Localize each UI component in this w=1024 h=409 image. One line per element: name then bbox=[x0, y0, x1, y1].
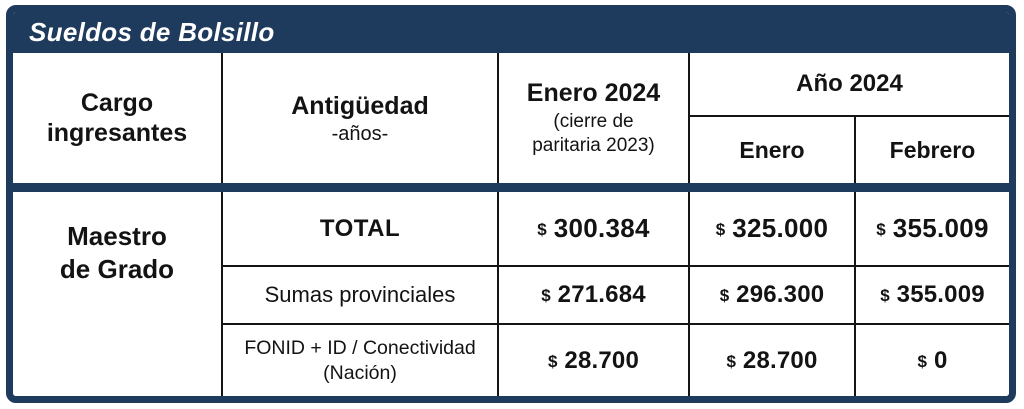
header-cargo-ingresantes: Cargo ingresantes bbox=[13, 53, 221, 183]
currency-symbol: $ bbox=[719, 286, 730, 305]
money-value: $ 28.700 bbox=[726, 347, 817, 375]
currency-symbol: $ bbox=[726, 351, 736, 371]
header-ano-2024-subcolumns: Enero Febrero bbox=[690, 117, 1009, 183]
amount: 300.384 bbox=[553, 213, 650, 243]
value-total-ano2024-enero: $ 325.000 bbox=[688, 192, 854, 267]
value-fonid-ano2024-enero: $ 28.700 bbox=[688, 325, 854, 396]
row-total-label-cell: TOTAL bbox=[221, 192, 497, 267]
amount: 271.684 bbox=[557, 281, 646, 308]
header-enero-2024-note: (cierre de paritaria 2023) bbox=[532, 111, 655, 156]
table-title: Sueldos de Bolsillo bbox=[29, 17, 275, 47]
amount: 0 bbox=[933, 346, 948, 374]
rowgroup-label: Maestro de Grado bbox=[59, 221, 175, 284]
table-body: Maestro de Grado TOTAL $ 300.384 $ 325.0… bbox=[13, 192, 1009, 396]
currency-symbol: $ bbox=[537, 219, 547, 239]
header-sub-febrero: Febrero bbox=[854, 117, 1009, 183]
value-sumas-ano2024-febrero: $ 355.009 bbox=[854, 267, 1009, 325]
header-body-divider bbox=[13, 183, 1009, 192]
row-fonid-label: FONID + ID / Conectividad (Nación) bbox=[244, 337, 476, 384]
currency-symbol: $ bbox=[715, 219, 726, 239]
row-sumas-provinciales-label: Sumas provinciales bbox=[264, 282, 456, 307]
header-cargo-label: Cargo ingresantes bbox=[46, 89, 188, 147]
money-value: $ 0 bbox=[917, 347, 947, 375]
value-sumas-enero2024: $ 271.684 bbox=[497, 267, 688, 325]
header-enero-2024: Enero 2024 (cierre de paritaria 2023) bbox=[497, 53, 688, 183]
money-value: $ 28.700 bbox=[548, 347, 639, 375]
amount: 355.009 bbox=[892, 213, 989, 243]
money-value: $ 325.000 bbox=[716, 213, 829, 244]
currency-symbol: $ bbox=[547, 351, 558, 371]
value-fonid-enero2024: $ 28.700 bbox=[497, 325, 688, 396]
money-value: $ 355.009 bbox=[880, 281, 985, 309]
money-value: $ 271.684 bbox=[541, 281, 646, 309]
salary-table-frame: Sueldos de Bolsillo Cargo ingresantes An… bbox=[6, 5, 1016, 403]
value-fonid-ano2024-febrero: $ 0 bbox=[854, 325, 1009, 396]
value-total-enero2024: $ 300.384 bbox=[497, 192, 688, 267]
currency-symbol: $ bbox=[880, 286, 890, 305]
row-total-label: TOTAL bbox=[319, 214, 401, 242]
header-antiguedad-label: Antigüedad bbox=[291, 91, 429, 120]
header-antiguedad: Antigüedad -años- bbox=[221, 53, 497, 183]
title-bar: Sueldos de Bolsillo bbox=[13, 12, 1009, 53]
header-enero-2024-label: Enero 2024 bbox=[526, 79, 661, 108]
money-value: $ 296.300 bbox=[720, 281, 825, 309]
amount: 28.700 bbox=[564, 346, 640, 374]
currency-symbol: $ bbox=[876, 219, 886, 239]
row-fonid-label-cell: FONID + ID / Conectividad (Nación) bbox=[221, 325, 497, 396]
header-sub-enero: Enero bbox=[739, 136, 805, 163]
header-antiguedad-unit: -años- bbox=[331, 122, 389, 145]
value-sumas-ano2024-enero: $ 296.300 bbox=[688, 267, 854, 325]
rowgroup-maestro-de-grado: Maestro de Grado bbox=[13, 192, 221, 396]
amount: 325.000 bbox=[732, 213, 829, 243]
money-value: $ 300.384 bbox=[537, 213, 650, 244]
amount: 28.700 bbox=[742, 346, 818, 374]
amount: 355.009 bbox=[896, 281, 985, 308]
header-ano-2024-label: Año 2024 bbox=[690, 53, 1009, 117]
value-total-ano2024-febrero: $ 355.009 bbox=[854, 192, 1009, 267]
amount: 296.300 bbox=[736, 281, 825, 308]
currency-symbol: $ bbox=[917, 351, 927, 371]
table-header: Cargo ingresantes Antigüedad -años- Ener… bbox=[13, 53, 1009, 183]
header-ano-2024-group: Año 2024 Enero Febrero bbox=[688, 53, 1009, 183]
row-sumas-provinciales-label-cell: Sumas provinciales bbox=[221, 267, 497, 325]
money-value: $ 355.009 bbox=[876, 213, 989, 244]
currency-symbol: $ bbox=[541, 286, 551, 305]
